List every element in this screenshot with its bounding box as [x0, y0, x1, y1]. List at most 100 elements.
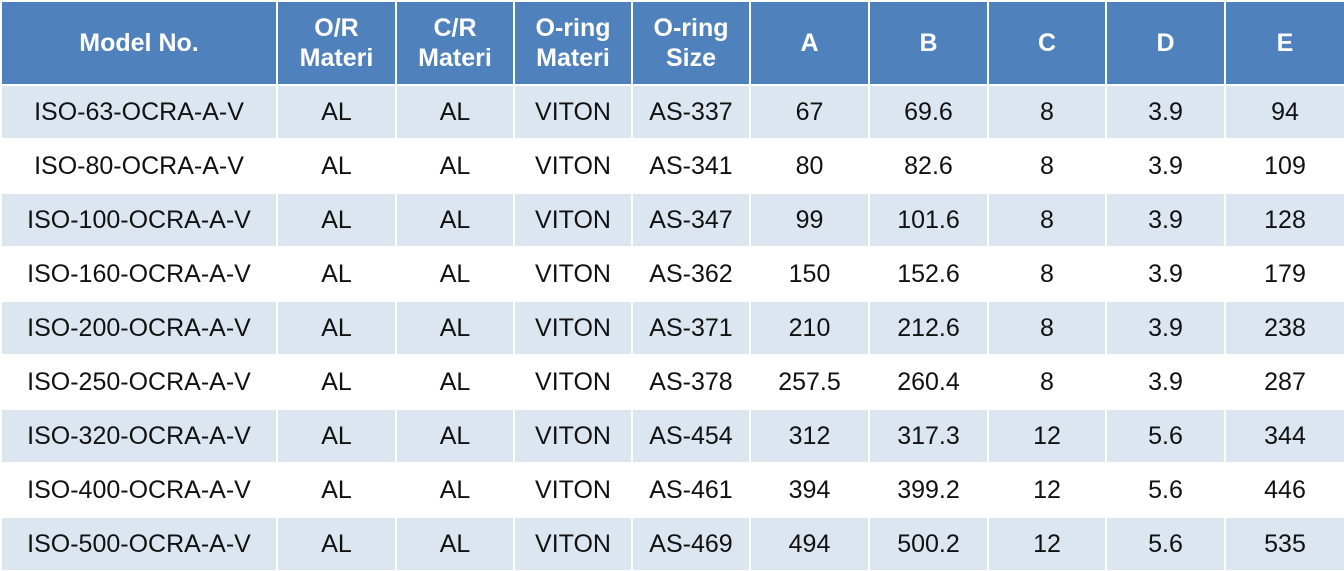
header-text: Size [665, 44, 717, 72]
table-body: ISO-63-OCRA-A-V AL AL VITON AS-337 67 69.6 8 3.9… [0, 84, 1344, 571]
header-text: C/R [433, 14, 477, 42]
table-cell: 312 [749, 408, 870, 464]
table-cell: 399.2 [868, 462, 989, 518]
table-cell: 344 [1224, 408, 1344, 464]
table-cell: ISO-400-OCRA-A-V [0, 462, 278, 518]
table-cell: 67 [749, 84, 870, 140]
table-cell: VITON [513, 138, 633, 194]
table-cell: AL [395, 246, 515, 302]
header-cell: Model No. [0, 0, 278, 86]
table-cell: AL [276, 462, 397, 518]
table-cell: AL [395, 462, 515, 518]
table-cell: VITON [513, 408, 633, 464]
table-cell: 394 [749, 462, 870, 518]
header-text: O-ring [653, 14, 729, 42]
table-cell: 8 [987, 138, 1107, 194]
table-cell: 260.4 [868, 354, 989, 410]
table-cell: AS-337 [631, 84, 751, 140]
table-cell: AL [395, 192, 515, 248]
table-cell: 257.5 [749, 354, 870, 410]
table-cell: 94 [1224, 84, 1344, 140]
table-cell: ISO-500-OCRA-A-V [0, 516, 278, 571]
table-cell: AL [395, 84, 515, 140]
table-cell: 210 [749, 300, 870, 356]
table-cell: AS-371 [631, 300, 751, 356]
header-cell: B [868, 0, 989, 86]
header-cell: E [1224, 0, 1344, 86]
header-text: Materi [299, 44, 374, 72]
header-text: A [800, 29, 819, 57]
header-text: O-ring [535, 14, 611, 42]
table-cell: AL [276, 84, 397, 140]
table-cell: ISO-80-OCRA-A-V [0, 138, 278, 194]
table-cell: 3.9 [1105, 192, 1226, 248]
table-cell: 80 [749, 138, 870, 194]
table-cell: AS-469 [631, 516, 751, 571]
table-cell: 8 [987, 300, 1107, 356]
table-row: ISO-320-OCRA-A-V AL AL VITON AS-454 312 317.3 1… [0, 408, 1344, 464]
table-cell: AS-347 [631, 192, 751, 248]
table-cell: VITON [513, 516, 633, 571]
table-cell: 5.6 [1105, 408, 1226, 464]
table-cell: VITON [513, 192, 633, 248]
table-cell: AS-461 [631, 462, 751, 518]
table-cell: 287 [1224, 354, 1344, 410]
table-row: ISO-500-OCRA-A-V AL AL VITON AS-469 494 500.2 1… [0, 516, 1344, 571]
table-row: ISO-63-OCRA-A-V AL AL VITON AS-337 67 69.6 8 3.9… [0, 84, 1344, 140]
table-cell: ISO-160-OCRA-A-V [0, 246, 278, 302]
table-cell: 317.3 [868, 408, 989, 464]
table-cell: AL [395, 300, 515, 356]
table-cell: 535 [1224, 516, 1344, 571]
table-cell: VITON [513, 354, 633, 410]
header-text: D [1156, 29, 1175, 57]
table-cell: 3.9 [1105, 246, 1226, 302]
table-row: ISO-400-OCRA-A-V AL AL VITON AS-461 394 399.2 1… [0, 462, 1344, 518]
table-cell: 3.9 [1105, 300, 1226, 356]
header-text: O/R [314, 14, 359, 42]
table-cell: 12 [987, 462, 1107, 518]
table-row: ISO-80-OCRA-A-V AL AL VITON AS-341 80 82.6 8 3.9… [0, 138, 1344, 194]
header-cell: O-ring Size [631, 0, 751, 86]
table-cell: 5.6 [1105, 462, 1226, 518]
table-cell: 446 [1224, 462, 1344, 518]
table-row: ISO-160-OCRA-A-V AL AL VITON AS-362 150 152.6 8… [0, 246, 1344, 302]
table-cell: ISO-100-OCRA-A-V [0, 192, 278, 248]
table-cell: 8 [987, 246, 1107, 302]
header-text: B [919, 29, 938, 57]
table-row: ISO-100-OCRA-A-V AL AL VITON AS-347 99 101.6 8 3… [0, 192, 1344, 248]
table-cell: VITON [513, 84, 633, 140]
table-cell: ISO-200-OCRA-A-V [0, 300, 278, 356]
header-cell: C/R Materi [395, 0, 515, 86]
table-row: ISO-250-OCRA-A-V AL AL VITON AS-378 257.5 260.… [0, 354, 1344, 410]
table-cell: 8 [987, 192, 1107, 248]
table-cell: AL [276, 516, 397, 571]
table-cell: 152.6 [868, 246, 989, 302]
table-cell: AL [276, 246, 397, 302]
table-cell: AS-362 [631, 246, 751, 302]
header-text: Materi [418, 44, 492, 72]
table-cell: AL [395, 408, 515, 464]
table-cell: 8 [987, 84, 1107, 140]
table-row: ISO-200-OCRA-A-V AL AL VITON AS-371 210 212.6 8… [0, 300, 1344, 356]
table-cell: AL [395, 138, 515, 194]
table-cell: 212.6 [868, 300, 989, 356]
table-cell: 128 [1224, 192, 1344, 248]
table-cell: 3.9 [1105, 354, 1226, 410]
table-cell: 5.6 [1105, 516, 1226, 571]
table-cell: 494 [749, 516, 870, 571]
table-cell: AL [276, 192, 397, 248]
header-cell: D [1105, 0, 1226, 86]
table-cell: 109 [1224, 138, 1344, 194]
header-text: E [1276, 29, 1294, 57]
table-cell: ISO-250-OCRA-A-V [0, 354, 278, 410]
table-cell: AL [276, 138, 397, 194]
table-cell: VITON [513, 462, 633, 518]
table-cell: AL [395, 354, 515, 410]
header-text: Model No. [79, 29, 199, 57]
header-text: C [1037, 29, 1057, 57]
header-cell: O-ring Materi [513, 0, 633, 86]
table-cell: 12 [987, 408, 1107, 464]
table-cell: AL [276, 408, 397, 464]
